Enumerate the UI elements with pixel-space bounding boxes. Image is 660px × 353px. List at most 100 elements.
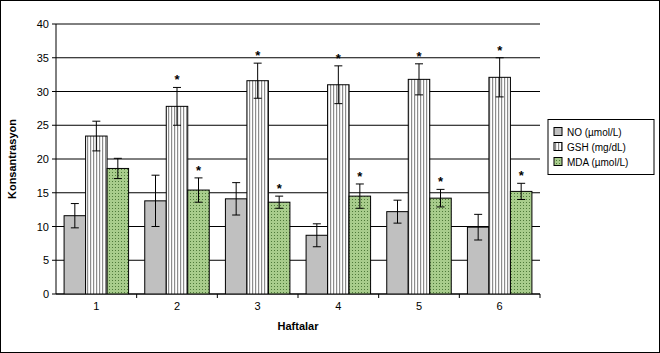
error-cap xyxy=(152,226,160,227)
bar xyxy=(64,216,86,294)
y-axis-title: Konsantrasyon xyxy=(6,119,18,199)
error-bar xyxy=(92,121,100,151)
error-bar xyxy=(313,224,321,247)
error-line xyxy=(279,196,280,208)
error-line xyxy=(198,178,199,202)
y-tick-label: 25 xyxy=(37,119,49,131)
error-cap xyxy=(92,150,100,151)
legend-box xyxy=(548,120,654,175)
tick-mark xyxy=(52,91,56,92)
x-axis-title: Haftalar xyxy=(278,320,320,332)
bar xyxy=(387,212,409,294)
x-tick-label: 6 xyxy=(497,300,503,312)
frame xyxy=(1,1,660,353)
error-cap xyxy=(313,223,321,224)
x-tick-label: 3 xyxy=(255,300,261,312)
x-tick-label: 5 xyxy=(416,300,422,312)
legend-swatch xyxy=(554,158,562,166)
bar xyxy=(107,168,129,294)
legend-label: MDA (µmol/L) xyxy=(567,157,628,168)
tick-mark xyxy=(52,159,56,160)
bar xyxy=(247,81,269,294)
error-bar xyxy=(517,183,525,199)
error-cap xyxy=(114,158,122,159)
legend-label: NO (µmol/L) xyxy=(567,127,622,138)
error-cap xyxy=(394,200,402,201)
error-cap xyxy=(394,223,402,224)
significance-marker: * xyxy=(174,72,180,87)
error-cap xyxy=(232,215,240,216)
significance-marker: * xyxy=(336,51,342,66)
error-cap xyxy=(71,203,79,204)
y-tick-label: 35 xyxy=(37,52,49,64)
error-cap xyxy=(173,125,181,126)
error-bar xyxy=(356,184,364,208)
grid-line xyxy=(56,24,540,25)
error-line xyxy=(316,224,317,247)
significance-marker: * xyxy=(519,168,525,183)
error-line xyxy=(177,87,178,125)
error-bar xyxy=(152,175,160,226)
error-bar xyxy=(232,183,240,215)
y-tick-label: 5 xyxy=(43,254,49,266)
x-tick-label: 2 xyxy=(174,300,180,312)
bar xyxy=(430,198,452,294)
error-cap xyxy=(195,202,203,203)
tick-mark xyxy=(52,57,56,58)
error-bar xyxy=(334,66,342,104)
significance-marker: * xyxy=(438,174,444,189)
error-line xyxy=(257,63,258,98)
legend-swatch xyxy=(554,143,562,151)
error-bar xyxy=(71,204,79,228)
tick-mark xyxy=(52,226,56,227)
error-bar xyxy=(195,178,203,202)
error-cap xyxy=(474,240,482,241)
error-line xyxy=(419,64,420,95)
error-cap xyxy=(71,227,79,228)
error-bar xyxy=(496,58,504,97)
error-line xyxy=(499,58,500,97)
grid-line xyxy=(56,125,540,126)
significance-marker: * xyxy=(255,48,261,63)
x-tick-mark xyxy=(378,294,379,298)
bar xyxy=(408,79,430,294)
error-line xyxy=(96,121,97,151)
error-line xyxy=(478,214,479,240)
error-cap xyxy=(152,175,160,176)
grid-line xyxy=(56,91,540,92)
error-bar xyxy=(275,196,283,208)
x-tick-mark xyxy=(459,294,460,298)
error-bar xyxy=(415,64,423,95)
error-line xyxy=(359,184,360,208)
significance-marker: * xyxy=(277,181,283,196)
error-cap xyxy=(437,206,445,207)
legend-label: GSH (mg/dL) xyxy=(567,142,626,153)
x-tick-label: 1 xyxy=(93,300,99,312)
error-cap xyxy=(334,103,342,104)
error-cap xyxy=(92,121,100,122)
error-cap xyxy=(517,199,525,200)
tick-mark xyxy=(52,294,56,295)
error-line xyxy=(74,204,75,228)
x-tick-mark xyxy=(298,294,299,298)
bar xyxy=(268,202,290,294)
bar xyxy=(166,106,188,294)
y-tick-label: 20 xyxy=(37,153,49,165)
legend-swatch xyxy=(554,128,562,136)
error-line xyxy=(440,189,441,207)
error-line xyxy=(236,183,237,215)
y-tick-label: 10 xyxy=(37,221,49,233)
tick-mark xyxy=(52,125,56,126)
error-line xyxy=(117,158,118,178)
error-line xyxy=(397,200,398,223)
significance-marker: * xyxy=(416,49,422,64)
error-cap xyxy=(415,94,423,95)
error-cap xyxy=(474,214,482,215)
bar xyxy=(86,136,108,294)
error-cap xyxy=(313,246,321,247)
significance-marker: * xyxy=(497,43,503,58)
significance-marker: * xyxy=(196,163,202,178)
bar xyxy=(510,191,531,294)
bars xyxy=(64,58,532,294)
y-axis xyxy=(56,24,57,294)
